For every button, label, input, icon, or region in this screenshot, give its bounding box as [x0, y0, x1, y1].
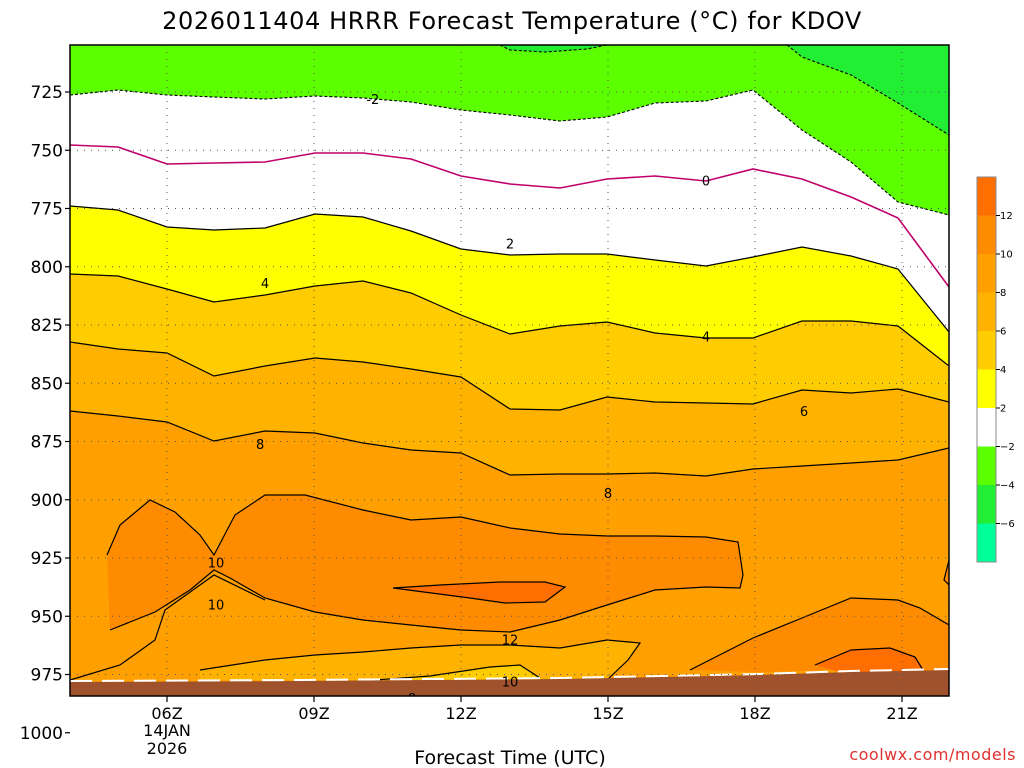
y-axis: 725 750 775 800 825 850 875 900 925 950 975 1000 — [20, 83, 70, 744]
contour-line-2 — [70, 205, 949, 333]
contour-label: 6 — [800, 405, 808, 420]
date-label-day: 14JAN — [143, 721, 191, 740]
contour-label: 4 — [702, 331, 710, 346]
colorbar-tick-label: 10 — [1000, 250, 1013, 261]
colorbar-tick-label: 8 — [1000, 288, 1006, 299]
y-tick-label: 950 — [31, 607, 63, 627]
colorbar-tick-label: −2 — [1000, 442, 1015, 453]
x-tick-label: 21Z — [886, 704, 917, 723]
contour-line-12 — [392, 581, 567, 604]
chart-title: 2026011404 HRRR Forecast Temperature (°C… — [162, 7, 862, 35]
y-tick-label: 725 — [31, 83, 63, 103]
contour-label: 12 — [502, 634, 519, 649]
band-6-to-8-near-surface — [200, 640, 640, 680]
contour-line-4 — [70, 273, 949, 367]
contour-line-6-surface — [374, 664, 541, 681]
plot-frame — [69, 44, 950, 697]
colorbar-swatch — [977, 369, 996, 409]
contour-label: 10 — [502, 675, 519, 690]
contour-line-6 — [70, 341, 949, 411]
colorbar-swatch — [977, 408, 996, 447]
contour-label: 10 — [208, 599, 225, 614]
contour-line-10-upper — [106, 494, 744, 633]
contour-line-0 — [70, 144, 949, 288]
contour-line-minus4 — [499, 45, 949, 136]
colorbar-swatch — [977, 446, 996, 486]
contour-line-8-lower — [70, 574, 266, 681]
contour-line-10-right — [689, 597, 949, 671]
colorbar-swatch — [977, 485, 996, 524]
x-tick-label: 09Z — [298, 704, 329, 723]
colorbar-swatch — [977, 254, 996, 293]
colorbar-tick-label: −6 — [1000, 519, 1015, 530]
y-tick-label: 825 — [31, 316, 63, 336]
colorbar-tick-label: 6 — [1000, 327, 1006, 338]
contour-line-8 — [70, 410, 949, 477]
band-minus6-to-minus4 — [500, 45, 949, 135]
contour-label: 4 — [261, 277, 269, 292]
colorbar-swatch — [977, 331, 996, 370]
colorbar-swatch — [977, 215, 996, 255]
colorbar-swatch — [977, 523, 996, 563]
x-tick-label: 18Z — [739, 704, 770, 723]
colorbar-tick-label: 12 — [1000, 211, 1013, 222]
band-above-12 — [393, 582, 923, 672]
contour-label: 0 — [702, 175, 710, 190]
x-tick-label: 06Z — [151, 704, 182, 723]
band-4-to-6-near-surface — [375, 665, 540, 680]
y-tick-label: 750 — [31, 141, 63, 161]
credit-label: coolwx.com/models — [849, 745, 1016, 764]
colorbar-tick-label: 2 — [1000, 404, 1006, 415]
colorbar-tick-label: 4 — [1000, 365, 1006, 376]
contour-label: 8 — [256, 438, 264, 453]
contour-label: 2 — [506, 237, 514, 252]
colorbar: 12 10 8 6 4 2 −2 −4 −6 — [976, 176, 1015, 563]
ground-edge-highlight — [70, 668, 949, 682]
x-tick-label: 12Z — [445, 704, 476, 723]
contour-labels: -2 0 2 4 4 6 8 8 8 10 10 10 12 — [208, 93, 808, 707]
y-tick-label: 850 — [31, 374, 63, 394]
contour-line-minus2 — [70, 89, 949, 216]
y-tick-label: 900 — [31, 491, 63, 511]
contour-label: 8 — [604, 487, 612, 502]
contour-line-12-right — [814, 647, 924, 671]
y-tick-label: 1000 — [20, 724, 63, 744]
y-tick-label: 875 — [31, 433, 63, 453]
x-axis: 06Z 09Z 12Z 15Z 18Z 21Z — [151, 696, 918, 723]
band-minus4-to-minus2 — [70, 45, 949, 215]
x-axis-label: Forecast Time (UTC) — [414, 747, 605, 768]
colorbar-swatch — [977, 292, 996, 332]
contour-label: -2 — [366, 93, 379, 108]
contour-line-10-edge — [943, 559, 949, 586]
contour-label: 8 — [408, 692, 416, 707]
y-tick-label: 975 — [31, 666, 63, 686]
colorbar-tick-label: −4 — [1000, 481, 1015, 492]
contour-line-8-surface — [199, 639, 642, 681]
date-label-year: 2026 — [147, 739, 188, 758]
band-minus2-to-2 — [70, 45, 949, 332]
contour-label: 10 — [208, 557, 225, 572]
y-tick-label: 775 — [31, 200, 63, 220]
y-tick-label: 800 — [31, 258, 63, 278]
ground-surface — [70, 670, 949, 696]
x-tick-label: 15Z — [592, 704, 623, 723]
colorbar-swatch — [977, 177, 996, 216]
y-tick-label: 925 — [31, 549, 63, 569]
plot-area: -2 0 2 4 4 6 8 8 8 10 10 10 12 — [70, 45, 949, 707]
